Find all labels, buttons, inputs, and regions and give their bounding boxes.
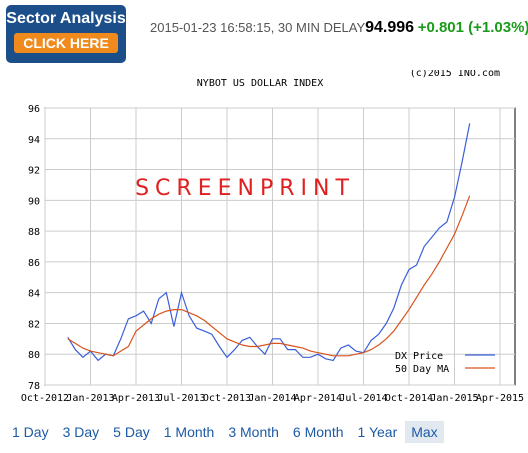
series-line	[67, 123, 471, 362]
copyright: (c)2015 INO.com	[410, 70, 500, 79]
legend-label: 50 Day MA	[395, 364, 449, 375]
x-tick-label: Jan-2014	[248, 393, 296, 404]
sector-banner[interactable]: Sector Analysis CLICK HERE	[6, 5, 126, 63]
y-tick-label: 80	[28, 350, 40, 361]
watermark: SCREENPRINT	[135, 176, 355, 201]
period-button[interactable]: 3 Month	[228, 424, 279, 440]
x-tick-label: Jan-2015	[430, 393, 478, 404]
period-button[interactable]: 3 Day	[62, 424, 100, 440]
legend-label: DX Price	[395, 351, 443, 362]
y-tick-label: 92	[28, 166, 40, 177]
period-button[interactable]: Max	[405, 421, 444, 443]
x-tick-label: Apr-2015	[476, 393, 524, 404]
y-tick-label: 94	[28, 135, 40, 146]
period-button[interactable]: 6 Month	[292, 424, 344, 440]
x-tick-label: Apr-2013	[112, 393, 160, 404]
change: +0.801 (+1.03%)	[417, 19, 528, 36]
price: 94.996	[365, 19, 415, 36]
banner-button[interactable]: CLICK HERE	[14, 33, 118, 53]
x-tick-label: Apr-2014	[294, 393, 342, 404]
chart: NYBOT US DOLLAR INDEX (c)2015 INO.com 78…	[21, 70, 524, 404]
chart-title: NYBOT US DOLLAR INDEX	[197, 78, 323, 89]
y-tick-label: 78	[28, 381, 40, 392]
period-selector: 1 Day 3 Day 5 Day 1 Month 3 Month 6 Month 1 Ye…	[6, 421, 446, 443]
y-tick-label: 96	[28, 104, 40, 115]
banner-title[interactable]: Sector Analysis	[6, 10, 126, 27]
x-tick-label: Oct-2013	[203, 393, 251, 404]
period-button[interactable]: 1 Day	[12, 424, 49, 440]
period-button[interactable]: 1 Year	[357, 424, 398, 440]
period-button[interactable]: 1 Month	[163, 424, 215, 440]
quote: 2015-01-23 16:58:15, 30 MIN DELAY94.996 …	[150, 19, 528, 37]
period-button[interactable]: 5 Day	[113, 424, 150, 440]
x-tick-label: Jul-2013	[157, 393, 205, 404]
y-tick-label: 84	[28, 289, 40, 300]
y-tick-label: 82	[28, 319, 40, 330]
y-tick-label: 86	[28, 258, 40, 269]
x-tick-label: Jul-2014	[339, 393, 387, 404]
timestamp: 2015-01-23 16:58:15, 30 MIN DELAY	[150, 20, 366, 35]
x-tick-label: Jan-2013	[66, 393, 114, 404]
y-tick-label: 88	[28, 227, 40, 238]
series-line	[67, 195, 471, 357]
x-tick-label: Oct-2014	[385, 393, 433, 404]
y-tick-label: 90	[28, 196, 40, 207]
x-tick-label: Oct-2012	[21, 393, 69, 404]
